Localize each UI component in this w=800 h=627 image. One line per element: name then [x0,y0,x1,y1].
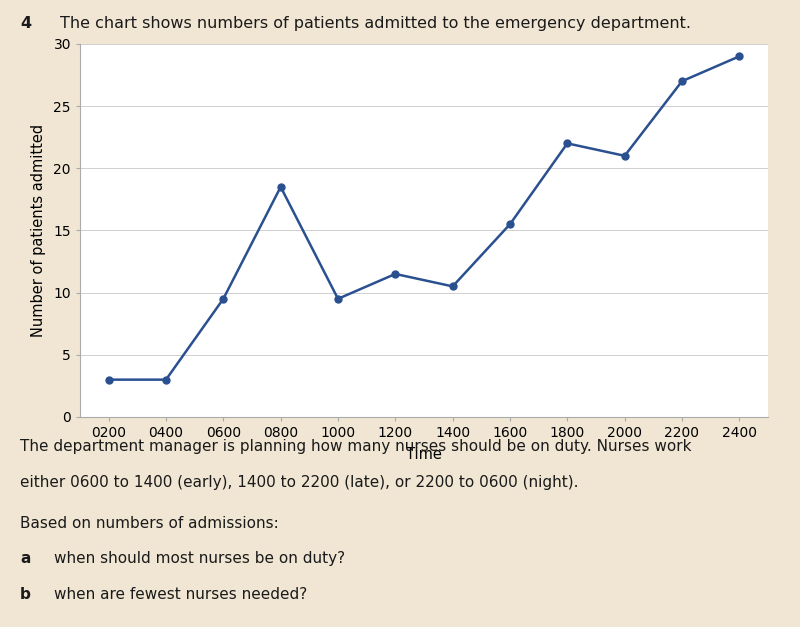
Y-axis label: Number of patients admitted: Number of patients admitted [31,124,46,337]
X-axis label: Time: Time [406,447,442,462]
Text: The chart shows numbers of patients admitted to the emergency department.: The chart shows numbers of patients admi… [60,16,691,31]
Text: b: b [20,587,31,602]
Text: 4: 4 [20,16,31,31]
Text: either 0600 to 1400 (early), 1400 to 2200 (late), or 2200 to 0600 (night).: either 0600 to 1400 (early), 1400 to 220… [20,475,578,490]
Text: Based on numbers of admissions:: Based on numbers of admissions: [20,516,278,530]
Text: when are fewest nurses needed?: when are fewest nurses needed? [54,587,308,602]
Text: when should most nurses be on duty?: when should most nurses be on duty? [54,552,346,566]
Text: The department manager is planning how many nurses should be on duty. Nurses wor: The department manager is planning how m… [20,439,691,454]
Text: a: a [20,552,30,566]
